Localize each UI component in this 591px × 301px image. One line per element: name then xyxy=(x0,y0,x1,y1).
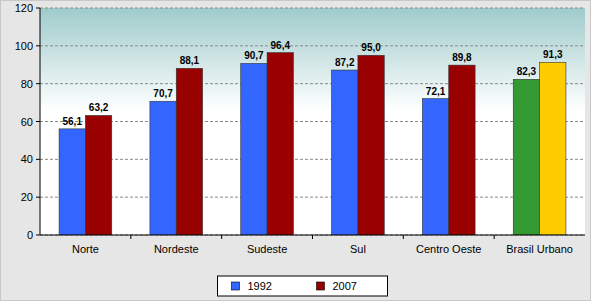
data-label: 91,3 xyxy=(543,49,563,60)
bar xyxy=(358,55,384,235)
data-label: 90,7 xyxy=(244,50,264,61)
x-tick-label: Brasil Urbano xyxy=(506,243,573,255)
grid-line xyxy=(40,235,585,236)
tick-mark xyxy=(36,121,40,122)
grid-line xyxy=(40,45,585,46)
legend-label: 1992 xyxy=(248,280,272,292)
y-tick-label: 60 xyxy=(21,116,33,128)
category-divider xyxy=(403,235,404,239)
bar xyxy=(332,70,358,235)
data-label: 87,2 xyxy=(335,57,355,68)
bar xyxy=(59,129,85,235)
legend-label: 2007 xyxy=(333,280,357,292)
data-label: 82,3 xyxy=(517,66,537,77)
bar xyxy=(176,68,202,235)
y-tick-label: 120 xyxy=(15,2,33,14)
data-label: 72,1 xyxy=(426,86,446,97)
tick-mark xyxy=(36,8,40,9)
bar xyxy=(449,65,475,235)
bar xyxy=(150,101,176,235)
x-tick-label: Sul xyxy=(350,243,366,255)
x-tick-label: Nordeste xyxy=(154,243,199,255)
x-tick-label: Norte xyxy=(72,243,99,255)
bar xyxy=(422,99,448,235)
bar xyxy=(85,115,111,235)
chart-background xyxy=(1,1,591,301)
data-label: 63,2 xyxy=(89,102,109,113)
data-label: 56,1 xyxy=(63,116,83,127)
y-tick-label: 100 xyxy=(15,40,33,52)
y-tick-label: 20 xyxy=(21,191,33,203)
x-tick-label: Sudeste xyxy=(247,243,287,255)
grid-line xyxy=(40,8,585,9)
x-tick-label: Centro Oeste xyxy=(416,243,481,255)
bars xyxy=(59,53,566,235)
tick-mark xyxy=(36,197,40,198)
y-tick-label: 40 xyxy=(21,153,33,165)
y-tick-label: 0 xyxy=(27,229,33,241)
category-divider xyxy=(494,235,495,239)
chart-svg: 0 20 40 60 80 100 120 56,1 63,2 70,7 88,1 90,7 96,4 8… xyxy=(0,0,591,301)
bar xyxy=(241,63,267,235)
bar xyxy=(540,62,566,235)
data-label: 96,4 xyxy=(271,40,291,51)
bar xyxy=(267,53,293,235)
grid-line xyxy=(40,121,585,122)
plot-background xyxy=(40,8,585,235)
grid-line xyxy=(40,159,585,160)
grid-line xyxy=(40,83,585,84)
bar xyxy=(513,79,539,235)
tick-mark xyxy=(36,235,40,236)
data-label: 95,0 xyxy=(361,42,381,53)
y-tick-label: 80 xyxy=(21,78,33,90)
chart-container: 0 20 40 60 80 100 120 56,1 63,2 70,7 88,1 90,7 96,4 8… xyxy=(0,0,591,301)
grid-line xyxy=(40,197,585,198)
x-axis xyxy=(40,235,585,236)
data-label: 88,1 xyxy=(180,55,200,66)
tick-mark xyxy=(36,159,40,160)
data-labels: 56,1 63,2 70,7 88,1 90,7 96,4 87,2 95,0 72,1 89,8… xyxy=(63,40,563,127)
category-divider xyxy=(312,235,313,239)
legend-box xyxy=(218,276,388,296)
y-axis xyxy=(40,8,41,235)
legend-swatch xyxy=(317,282,325,290)
category-divider xyxy=(221,235,222,239)
data-label: 89,8 xyxy=(452,52,472,63)
category-divider xyxy=(130,235,131,239)
legend-swatch xyxy=(232,282,240,290)
data-label: 70,7 xyxy=(153,88,173,99)
tick-mark xyxy=(36,45,40,46)
tick-mark xyxy=(36,83,40,84)
